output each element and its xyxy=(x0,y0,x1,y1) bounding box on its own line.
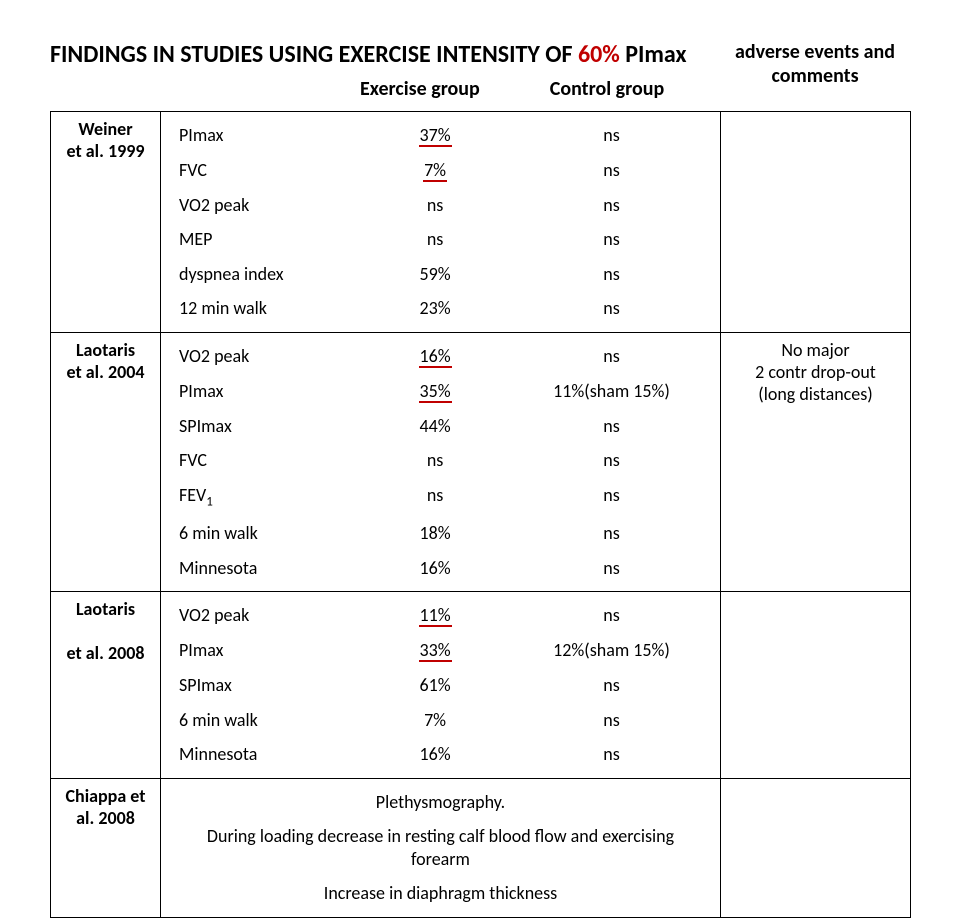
title-prefix: FINDINGS IN STUDIES USING EXERCISE INTEN… xyxy=(50,40,578,69)
adverse-comments: No major2 contr drop-out(long distances) xyxy=(721,332,911,592)
exercise-value: 33% xyxy=(359,633,511,668)
control-value: ns xyxy=(511,551,712,586)
metric-label: VO2 peak xyxy=(169,188,359,223)
metric-label: SPImax xyxy=(169,668,359,703)
study-author: Weineret al. 1999 xyxy=(51,112,161,333)
exercise-value: ns xyxy=(359,478,511,517)
exercise-value: 59% xyxy=(359,257,511,292)
metric-label: PImax xyxy=(169,633,359,668)
metric-label: VO2 peak xyxy=(169,598,359,633)
control-value: ns xyxy=(511,222,712,257)
exercise-value: 44% xyxy=(359,409,511,444)
study-author: Laotariset al. 2008 xyxy=(51,592,161,778)
metric-label: PImax xyxy=(169,374,359,409)
exercise-value: 35% xyxy=(359,374,511,409)
title-accent: 60% xyxy=(578,40,620,69)
study-data: VO2 peak11%nsPImax33%12%(sham 15%)SPImax… xyxy=(161,592,721,778)
metric-label: VO2 peak xyxy=(169,339,359,374)
metric-label: MEP xyxy=(169,222,359,257)
studies-table: Weineret al. 1999PImax37%nsFVC7%nsVO2 pe… xyxy=(50,111,911,918)
metric-label: dyspnea index xyxy=(169,257,359,292)
metric-label: 6 min walk xyxy=(169,516,359,551)
study-note: During loading decrease in resting calf … xyxy=(169,819,712,876)
control-value: ns xyxy=(511,339,712,374)
study-author: Chiappa etal. 2008 xyxy=(51,778,161,917)
control-value: ns xyxy=(511,291,712,326)
exercise-value: 23% xyxy=(359,291,511,326)
metric-label: PImax xyxy=(169,118,359,153)
exercise-value: 11% xyxy=(359,598,511,633)
study-data: PImax37%nsFVC7%nsVO2 peaknsnsMEPnsnsdysp… xyxy=(161,112,721,333)
control-value: 11%(sham 15%) xyxy=(511,374,712,409)
control-value: 12%(sham 15%) xyxy=(511,633,712,668)
study-data: Plethysmography.During loading decrease … xyxy=(161,778,721,917)
exercise-value: ns xyxy=(359,188,511,223)
control-value: ns xyxy=(511,118,712,153)
control-value: ns xyxy=(511,598,712,633)
header-control: Control group xyxy=(550,77,664,101)
metric-label: FVC xyxy=(169,443,359,478)
table-row: Weineret al. 1999PImax37%nsFVC7%nsVO2 pe… xyxy=(51,112,911,333)
control-value: ns xyxy=(511,737,712,772)
metric-label: FVC xyxy=(169,153,359,188)
exercise-value: ns xyxy=(359,222,511,257)
adverse-comments xyxy=(721,592,911,778)
column-headers: Exercise group Control group xyxy=(360,77,687,101)
adverse-comments xyxy=(721,112,911,333)
table-row: Laotariset al. 2004VO2 peak16%nsPImax35%… xyxy=(51,332,911,592)
control-value: ns xyxy=(511,516,712,551)
metric-label: SPImax xyxy=(169,409,359,444)
control-value: ns xyxy=(511,409,712,444)
exercise-value: 37% xyxy=(359,118,511,153)
adverse-comments xyxy=(721,778,911,917)
metric-label: 12 min walk xyxy=(169,291,359,326)
exercise-value: 7% xyxy=(359,153,511,188)
title-row: FINDINGS IN STUDIES USING EXERCISE INTEN… xyxy=(50,40,910,111)
exercise-value: 16% xyxy=(359,737,511,772)
study-data: VO2 peak16%nsPImax35%11%(sham 15%)SPImax… xyxy=(161,332,721,592)
metric-label: FEV1 xyxy=(169,478,359,517)
control-value: ns xyxy=(511,188,712,223)
exercise-value: ns xyxy=(359,443,511,478)
table-row: Laotariset al. 2008VO2 peak11%nsPImax33%… xyxy=(51,592,911,778)
study-author: Laotariset al. 2004 xyxy=(51,332,161,592)
control-value: ns xyxy=(511,478,712,517)
title-suffix: PImax xyxy=(620,40,687,69)
study-note: Increase in diaphragm thickness xyxy=(169,876,712,911)
control-value: ns xyxy=(511,153,712,188)
slide: FINDINGS IN STUDIES USING EXERCISE INTEN… xyxy=(0,0,960,720)
exercise-value: 16% xyxy=(359,551,511,586)
exercise-value: 16% xyxy=(359,339,511,374)
exercise-value: 18% xyxy=(359,516,511,551)
study-note: Plethysmography. xyxy=(169,785,712,820)
control-value: ns xyxy=(511,443,712,478)
control-value: ns xyxy=(511,668,712,703)
page-title: FINDINGS IN STUDIES USING EXERCISE INTEN… xyxy=(50,40,687,69)
header-exercise: Exercise group xyxy=(360,77,480,101)
exercise-value: 61% xyxy=(359,668,511,703)
metric-label: Minnesota xyxy=(169,737,359,772)
table-row: Chiappa etal. 2008Plethysmography.During… xyxy=(51,778,911,917)
header-adverse: adverse events and comments xyxy=(720,40,910,88)
control-value: ns xyxy=(511,257,712,292)
metric-label: Minnesota xyxy=(169,551,359,586)
